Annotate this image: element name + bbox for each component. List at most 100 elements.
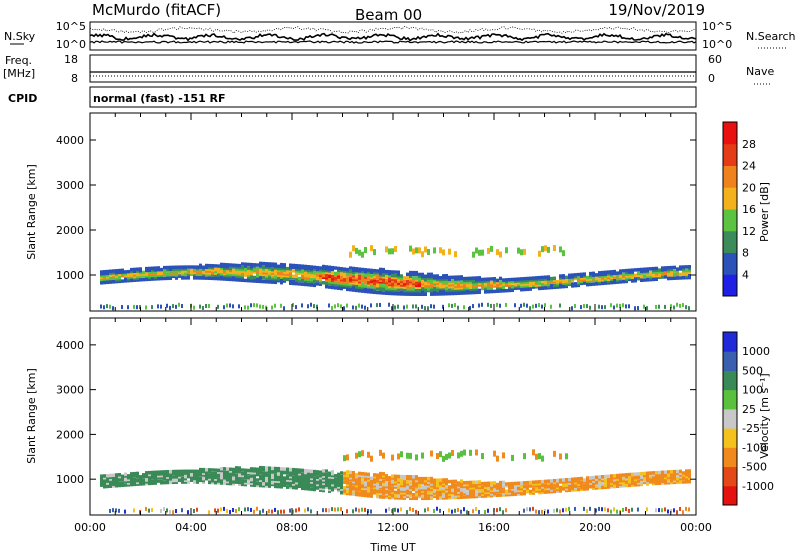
heatmap-cell [457, 287, 460, 292]
heatmap-cell [439, 290, 442, 294]
heatmap-cell [121, 272, 124, 276]
heatmap-cell [415, 281, 418, 286]
heatmap-cell [127, 278, 130, 283]
heatmap-cell [310, 509, 312, 514]
heatmap-cell [433, 483, 436, 488]
heatmap-cell [412, 480, 415, 484]
heatmap-cell [607, 481, 610, 486]
heatmap-cell [268, 470, 271, 474]
heatmap-cell [382, 481, 385, 485]
heatmap-cell [271, 267, 274, 272]
heatmap-cell [358, 267, 361, 271]
heatmap-cell [331, 477, 334, 481]
heatmap-cell [136, 475, 139, 479]
heatmap-cell [424, 283, 427, 287]
heatmap-cell [256, 270, 259, 274]
heatmap-cell [394, 273, 397, 278]
heatmap-cell [541, 483, 544, 487]
heatmap-cell [106, 275, 109, 279]
heatmap-cell [289, 473, 292, 477]
heatmap-cell [418, 494, 421, 499]
heatmap-cell [499, 287, 502, 291]
heatmap-cell [427, 507, 429, 512]
heatmap-cell [283, 266, 286, 271]
heatmap-cell [649, 476, 652, 481]
heatmap-cell [403, 476, 406, 481]
heatmap-cell [157, 273, 160, 277]
heatmap-cell [535, 283, 538, 287]
heatmap-cell [328, 487, 331, 492]
heatmap-cell [241, 276, 244, 281]
heatmap-cell [511, 288, 514, 293]
heatmap-cell [667, 480, 670, 485]
heatmap-cell [394, 270, 397, 274]
heatmap-cell [619, 269, 622, 273]
heatmap-cell [400, 489, 403, 493]
heatmap-cell [607, 281, 610, 285]
heatmap-cell [664, 477, 667, 482]
heatmap-cell [445, 496, 448, 500]
heatmap-cell [442, 279, 445, 284]
heatmap-cell [448, 485, 451, 489]
heatmap-cell [301, 472, 304, 476]
heatmap-cell [496, 284, 499, 288]
heatmap-cell [547, 282, 550, 286]
heatmap-cell [202, 305, 204, 310]
heatmap-cell [682, 265, 685, 269]
heatmap-cell [313, 482, 316, 486]
heatmap-cell [250, 275, 253, 280]
heatmap-cell [250, 476, 253, 480]
heatmap-cell [556, 285, 559, 289]
heatmap-cell [280, 271, 283, 276]
heatmap-cell [472, 281, 475, 286]
heatmap-cell [604, 281, 607, 285]
heatmap-cell [634, 477, 637, 482]
heatmap-cell [475, 283, 478, 287]
heatmap-cell [532, 283, 535, 288]
heatmap-cell [376, 290, 379, 295]
heatmap-cell [385, 282, 388, 286]
heatmap-cell [286, 485, 289, 489]
heatmap-cell [595, 475, 598, 480]
heatmap-cell [304, 264, 307, 269]
heatmap-cell [679, 471, 682, 475]
heatmap-cell [553, 278, 556, 282]
heatmap-cell [454, 275, 457, 279]
heatmap-cell [520, 488, 523, 492]
heatmap-cell [607, 483, 610, 487]
heatmap-cell [310, 267, 313, 271]
heatmap-cell [334, 481, 337, 485]
heatmap-cell [316, 475, 319, 480]
heatmap-cell [352, 275, 355, 280]
heatmap-cell [235, 274, 238, 278]
heatmap-cell [325, 272, 328, 276]
heatmap-cell [232, 272, 235, 276]
heatmap-cell [289, 474, 292, 479]
heatmap-cell [676, 272, 679, 277]
heatmap-cell [220, 470, 223, 475]
heatmap-cell [586, 281, 589, 285]
heatmap-cell [640, 267, 643, 272]
heatmap-cell [247, 271, 250, 276]
heatmap-cell [412, 278, 415, 282]
heatmap-cell [244, 468, 247, 473]
heatmap-cell [229, 469, 232, 473]
heatmap-cell [409, 496, 412, 501]
heatmap-cell [229, 303, 231, 308]
heatmap-cell [475, 487, 478, 492]
heatmap-cell [484, 488, 487, 493]
heatmap-cell [280, 468, 283, 473]
heatmap-cell [295, 486, 298, 490]
heatmap-cell [337, 281, 340, 285]
heatmap-cell [262, 304, 264, 309]
heatmap-cell [487, 289, 490, 294]
heatmap-cell [133, 473, 136, 478]
heatmap-cell [556, 508, 558, 513]
heatmap-cell [529, 306, 531, 311]
heatmap-cell [469, 480, 472, 485]
heatmap-cell [235, 473, 238, 477]
heatmap-cell [133, 304, 135, 309]
heatmap-cell [367, 472, 370, 477]
heatmap-cell [355, 492, 358, 497]
heatmap-cell [391, 281, 394, 285]
